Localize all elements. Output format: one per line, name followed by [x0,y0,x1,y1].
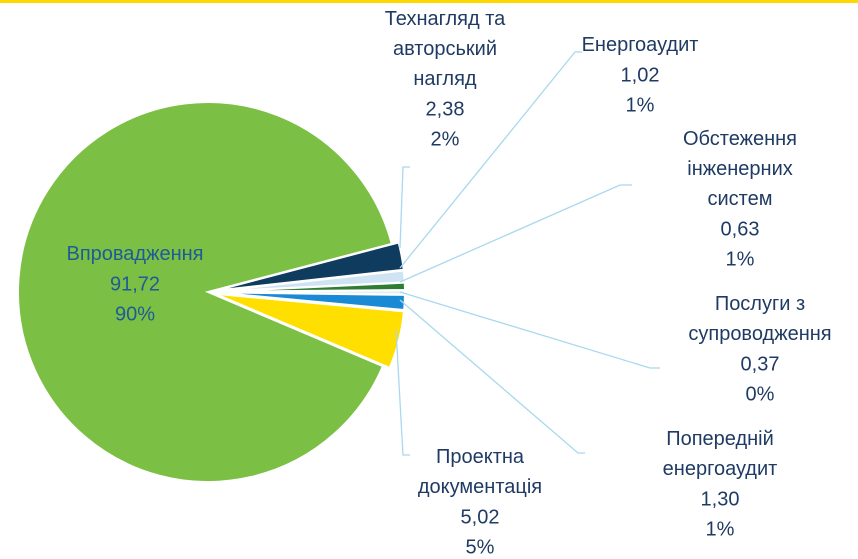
leader-line [399,299,585,454]
percent-label: 2% [431,128,460,150]
percent-label: 5% [466,536,495,558]
pie-slice [214,291,406,312]
slice-label: Обстеження інженерних систем [683,128,797,210]
leader-line [395,329,410,456]
percent-label: 1% [726,248,755,270]
slice-label: Попередній енергоаудит [663,428,778,480]
value-label: 5,02 [461,506,500,528]
slice-label: Енергоаудит [582,34,699,56]
slice-label: Технагляд та авторський нагляд [385,8,506,90]
pie-slice [17,101,394,483]
leader-line [399,51,582,269]
value-label: 91,72 [110,273,160,295]
value-label: 0,37 [741,353,780,375]
percent-label: 90% [115,303,155,325]
value-label: 1,02 [621,64,660,86]
slice-label: Послуги з супроводження [688,293,831,345]
value-label: 0,63 [721,218,760,240]
leader-line [399,166,410,249]
value-label: 1,30 [701,488,740,510]
leader-line [399,184,632,283]
percent-label: 1% [706,518,735,540]
leader-line [399,291,660,369]
slice-label: Проектна документація [418,446,542,498]
slice-label: Впровадження [66,243,203,265]
percent-label: 1% [626,94,655,116]
pie-slice [214,292,406,370]
percent-label: 0% [746,383,775,405]
value-label: 2,38 [426,98,465,120]
top-border [0,0,858,3]
